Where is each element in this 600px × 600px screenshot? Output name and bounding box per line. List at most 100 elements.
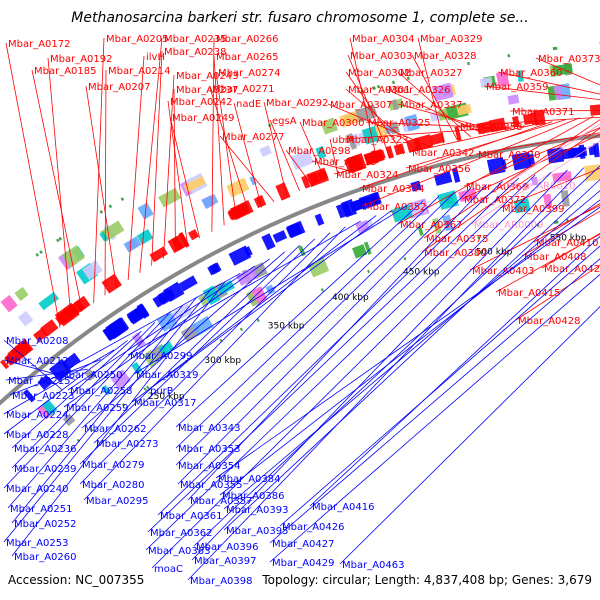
forward-gene-label: Mbar_A0367 bbox=[400, 220, 463, 231]
reverse-gene-label: Mbar_A0239 bbox=[14, 464, 77, 475]
reverse-gene-label: Mbar_A0236 bbox=[14, 444, 77, 455]
reverse-gene-label-leader bbox=[157, 180, 504, 516]
forward-gene-label-leader bbox=[327, 103, 431, 148]
forward-gene-label: Mbar_A0235 bbox=[164, 34, 227, 45]
forward-gene-label-leader bbox=[163, 74, 175, 259]
reverse-gene-label: Mbar_A0258 bbox=[70, 386, 133, 397]
forward-gene-label-leader bbox=[497, 71, 600, 95]
forward-gene-label-leader bbox=[533, 203, 600, 243]
reverse-gene-label: Mbar_A0224 bbox=[6, 410, 69, 421]
reverse-gene-label-leader bbox=[133, 205, 408, 375]
feature-block bbox=[589, 104, 600, 116]
reverse-gene-label: Mbar_A0295 bbox=[86, 496, 149, 507]
forward-gene-label: Mbar_A0192 bbox=[50, 54, 113, 65]
feature-block bbox=[201, 193, 219, 209]
forward-gene-label: Mbar_A0360 bbox=[500, 68, 563, 79]
feature-block bbox=[429, 132, 445, 146]
reverse-gene-label-leader bbox=[177, 187, 471, 485]
forward-gene-label: Mbar_A0328 bbox=[414, 51, 477, 62]
forward-gene-label: Mbar_A0415 bbox=[498, 288, 561, 299]
feature-block bbox=[99, 231, 108, 242]
forward-gene-label: Mbar_A0375 bbox=[426, 234, 489, 245]
forward-gene-label: Mbar_A0358 bbox=[460, 122, 523, 133]
reverse-gene-label-leader bbox=[131, 210, 392, 403]
feature-block bbox=[593, 143, 600, 158]
feature-block bbox=[516, 70, 524, 83]
forward-gene-label-leader bbox=[333, 166, 365, 175]
forward-gene-label-leader bbox=[405, 119, 567, 169]
forward-gene-label-leader bbox=[361, 117, 580, 207]
feature-block bbox=[344, 154, 364, 174]
feature-block bbox=[226, 177, 250, 198]
feature-block bbox=[339, 110, 361, 128]
feature-block bbox=[301, 175, 311, 189]
reverse-gene-label-leader bbox=[67, 265, 256, 391]
feature-block bbox=[0, 294, 18, 313]
forward-gene-label: Mbar_A0370 bbox=[478, 150, 541, 161]
reverse-gene-label: Mbar_A0251 bbox=[10, 504, 73, 515]
forward-gene-label: Mbar_A0214 bbox=[108, 66, 171, 77]
feature-block bbox=[391, 99, 399, 111]
feature-block bbox=[134, 307, 146, 320]
feature-block bbox=[352, 244, 368, 259]
feature-block bbox=[320, 117, 338, 135]
forward-gene-label-leader bbox=[209, 87, 250, 214]
reverse-gene-label: Mbar_A0260 bbox=[14, 552, 77, 563]
reverse-gene-label-leader bbox=[147, 177, 520, 533]
scale-tick-label: 500 kbp bbox=[476, 248, 513, 258]
reverse-gene-label-leader bbox=[127, 220, 361, 356]
feature-block bbox=[73, 295, 91, 313]
scale-tick-label: 350 kbp bbox=[268, 322, 305, 332]
forward-gene-label-leader bbox=[509, 110, 600, 112]
forward-gene-label: ilvH bbox=[146, 52, 165, 63]
reverse-gene-label-leader bbox=[3, 340, 128, 435]
feature-block bbox=[157, 288, 176, 305]
feature-block bbox=[142, 349, 159, 368]
forward-gene-label: Mbar_A0205 bbox=[106, 34, 169, 45]
feature-block bbox=[239, 327, 244, 332]
forward-gene-label-leader bbox=[365, 121, 512, 129]
reverse-gene-label-leader bbox=[151, 172, 552, 569]
feature-block bbox=[553, 85, 563, 100]
feature-block bbox=[216, 280, 235, 296]
reverse-gene-label-leader bbox=[11, 280, 227, 557]
feature-block bbox=[120, 197, 125, 202]
feature-block bbox=[391, 204, 413, 223]
feature-block bbox=[14, 338, 34, 358]
forward-gene-label: Mbar_A0344 bbox=[362, 184, 425, 195]
feature-block bbox=[61, 245, 86, 268]
forward-gene-label-leader bbox=[139, 37, 163, 273]
reverse-gene-label: Mbar_A0299 bbox=[130, 351, 193, 362]
forward-gene-label-leader bbox=[345, 88, 418, 151]
reverse-gene-label-leader bbox=[279, 245, 600, 527]
feature-block bbox=[256, 318, 260, 323]
feature-block bbox=[17, 310, 34, 327]
feature-block bbox=[109, 322, 121, 337]
feature-block bbox=[512, 116, 520, 127]
reverse-gene-label-leader bbox=[223, 190, 600, 510]
feature-block bbox=[417, 225, 424, 236]
feature-block bbox=[543, 193, 553, 209]
feature-block bbox=[121, 403, 126, 407]
reverse-gene-label: Mbar_A0429 bbox=[272, 558, 335, 569]
reverse-gene-label-leader bbox=[57, 272, 241, 375]
feature-block bbox=[314, 213, 325, 226]
forward-gene-label: ubiA bbox=[332, 135, 354, 146]
forward-gene-label-leader bbox=[397, 103, 498, 132]
forward-gene-label: Mbar_A0373 bbox=[538, 54, 600, 65]
forward-gene-label-leader bbox=[211, 37, 215, 232]
reverse-gene-label: Mbar_A0353 bbox=[178, 444, 241, 455]
feature-block bbox=[191, 315, 214, 337]
reverse-gene-label-leader bbox=[269, 273, 600, 563]
reverse-gene-label: Mbar_A0427 bbox=[272, 539, 335, 550]
reverse-gene-label-leader bbox=[175, 191, 456, 466]
forward-gene-label-leader bbox=[409, 123, 539, 153]
reverse-gene-label-leader bbox=[223, 178, 600, 531]
reverse-gene-label: Mbar_A0223 bbox=[12, 391, 75, 402]
feature-block bbox=[275, 182, 291, 201]
feature-block bbox=[451, 167, 461, 183]
feature-block bbox=[486, 156, 506, 176]
forward-gene-label: Mbar_A0342 bbox=[412, 148, 475, 159]
feature-block bbox=[364, 149, 383, 165]
feature-block bbox=[479, 76, 494, 88]
